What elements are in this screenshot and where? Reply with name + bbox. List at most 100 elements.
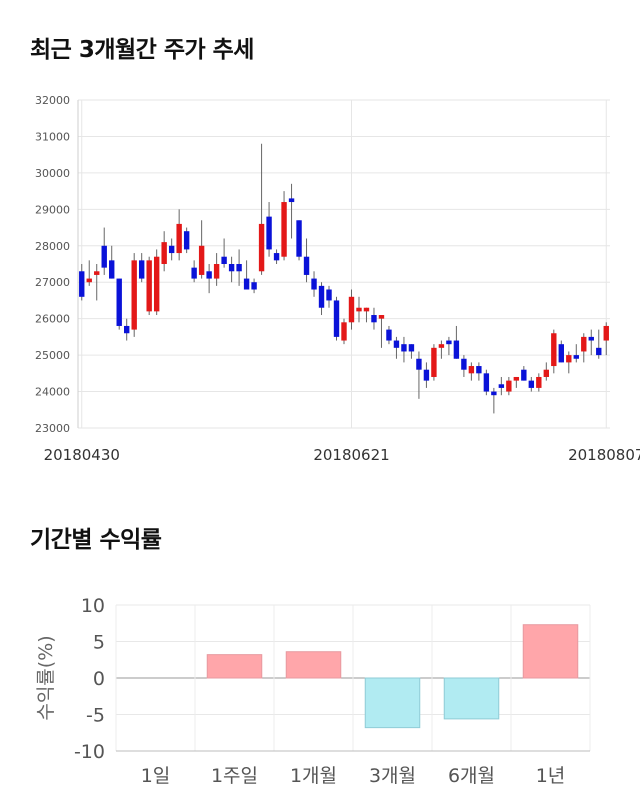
candle-body xyxy=(138,260,145,279)
return-bar xyxy=(522,624,579,679)
candle-body xyxy=(146,260,152,312)
x-tick-label: 20180430 xyxy=(44,446,120,464)
candle-body xyxy=(521,369,527,381)
candle-body xyxy=(101,245,107,268)
x-tick-label: 20180621 xyxy=(313,446,389,464)
candle-body xyxy=(258,223,265,272)
candle-body xyxy=(498,384,505,388)
candle-body xyxy=(528,380,535,388)
y-tick-label: 31000 xyxy=(35,130,70,143)
candle-body xyxy=(348,296,355,323)
y-tick-label: 29000 xyxy=(35,203,70,216)
return-bar xyxy=(285,651,342,679)
candle-body xyxy=(438,344,445,348)
period-return-title: 기간별 수익률 xyxy=(30,527,162,553)
candle-body xyxy=(393,340,400,348)
candle-body xyxy=(588,336,594,341)
candle-body xyxy=(94,271,100,275)
candle-body xyxy=(461,358,467,370)
candle-body xyxy=(183,231,190,250)
x-tick-label: 6개월 xyxy=(448,765,495,787)
x-tick-label: 1주일 xyxy=(211,765,258,787)
candle-body xyxy=(378,315,385,319)
return-bar xyxy=(206,654,263,679)
candle-body xyxy=(326,289,332,301)
candle-body xyxy=(213,264,220,279)
candle-body xyxy=(573,355,579,359)
y-tick-label: 30000 xyxy=(35,167,70,180)
candle-body xyxy=(386,329,392,341)
candle-body xyxy=(341,322,347,341)
y-tick-label: 5 xyxy=(93,632,105,654)
candle-body xyxy=(303,256,310,275)
candle-body xyxy=(206,271,212,279)
candle-body xyxy=(491,391,497,396)
candle-body xyxy=(236,264,242,272)
candle-body xyxy=(453,340,460,359)
candle-body xyxy=(476,366,482,374)
candle-body xyxy=(446,340,452,345)
y-tick-label: 24000 xyxy=(35,386,70,399)
candle-body xyxy=(228,264,235,272)
candle-body xyxy=(79,271,85,297)
candle-body xyxy=(221,256,227,264)
candle-body xyxy=(124,325,130,334)
y-tick-label: 23000 xyxy=(35,422,70,435)
candlestick-chart: 23000 24000 25000 26000 27000 28000 29000 30000… xyxy=(35,94,640,464)
candle-body xyxy=(431,347,437,377)
x-tick-label: 20180807 xyxy=(568,446,640,464)
candle-body xyxy=(566,355,572,363)
candle-body xyxy=(416,358,422,370)
y-tick-label: 10 xyxy=(81,595,105,617)
candle-body xyxy=(401,344,407,352)
y-axis-label: 수익률(%) xyxy=(35,635,57,720)
candle-body xyxy=(168,245,175,254)
candle-body xyxy=(191,267,197,279)
candle-body xyxy=(596,347,602,356)
candle-body xyxy=(296,220,302,257)
candle-body xyxy=(251,282,257,290)
candle-body xyxy=(603,325,609,341)
candle-body xyxy=(506,380,512,392)
candle-body xyxy=(468,366,475,374)
candle-body xyxy=(483,373,490,392)
candle-body xyxy=(273,253,280,261)
x-tick-label: 1개월 xyxy=(290,765,337,787)
return-bar xyxy=(364,677,421,729)
y-tick-label: -5 xyxy=(86,705,105,727)
return-bar xyxy=(443,677,500,720)
candle-body xyxy=(176,223,182,254)
candle-body xyxy=(551,333,557,367)
y-tick-label: -10 xyxy=(74,741,105,763)
candle-body xyxy=(356,307,362,312)
y-tick-label: 25000 xyxy=(35,349,70,362)
candle-body xyxy=(363,307,370,312)
y-tick-label: 27000 xyxy=(35,276,70,289)
candle-body xyxy=(371,315,377,323)
y-tick-label: 28000 xyxy=(35,240,70,253)
candle-body xyxy=(408,344,415,352)
candle-body xyxy=(288,198,295,203)
candle-body xyxy=(116,278,122,326)
price-trend-title: 최근 3개월간 주가 추세 xyxy=(30,37,254,63)
x-tick-label: 1년 xyxy=(536,765,566,787)
candle-body xyxy=(86,278,92,283)
candle-body xyxy=(333,300,340,337)
candle-body xyxy=(109,260,115,279)
candle-body xyxy=(281,202,287,257)
candle-body xyxy=(131,260,137,330)
candle-body xyxy=(536,376,542,388)
candle-body xyxy=(318,285,325,308)
candle-body xyxy=(243,278,250,290)
candle-body xyxy=(558,344,564,363)
candle-body xyxy=(543,369,550,377)
candle-body xyxy=(311,278,317,290)
candle-body xyxy=(423,369,430,381)
x-tick-label: 3개월 xyxy=(369,765,416,787)
y-tick-label: 0 xyxy=(93,668,105,690)
candle-body xyxy=(513,376,520,381)
candle-body xyxy=(161,242,167,264)
y-tick-label: 32000 xyxy=(35,94,70,107)
candle-body xyxy=(198,245,205,275)
